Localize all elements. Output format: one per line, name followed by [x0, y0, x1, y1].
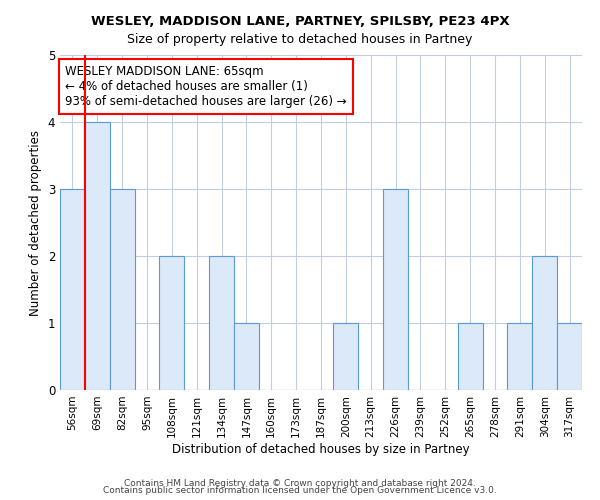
Text: Size of property relative to detached houses in Partney: Size of property relative to detached ho… [127, 32, 473, 46]
Bar [557, 323, 582, 390]
Text: Contains public sector information licensed under the Open Government Licence v3: Contains public sector information licen… [103, 486, 497, 495]
Bar [85, 122, 110, 390]
Text: WESLEY, MADDISON LANE, PARTNEY, SPILSBY, PE23 4PX: WESLEY, MADDISON LANE, PARTNEY, SPILSBY,… [91, 15, 509, 28]
Bar [60, 189, 85, 390]
Bar [234, 323, 259, 390]
Bar [160, 256, 184, 390]
Text: WESLEY MADDISON LANE: 65sqm
← 4% of detached houses are smaller (1)
93% of semi-: WESLEY MADDISON LANE: 65sqm ← 4% of deta… [65, 65, 347, 108]
Bar [110, 189, 134, 390]
Bar [334, 323, 358, 390]
Bar [508, 323, 532, 390]
Bar [383, 189, 408, 390]
Bar [458, 323, 482, 390]
Y-axis label: Number of detached properties: Number of detached properties [29, 130, 42, 316]
Text: Contains HM Land Registry data © Crown copyright and database right 2024.: Contains HM Land Registry data © Crown c… [124, 478, 476, 488]
Bar [209, 256, 234, 390]
X-axis label: Distribution of detached houses by size in Partney: Distribution of detached houses by size … [172, 442, 470, 456]
Bar [532, 256, 557, 390]
